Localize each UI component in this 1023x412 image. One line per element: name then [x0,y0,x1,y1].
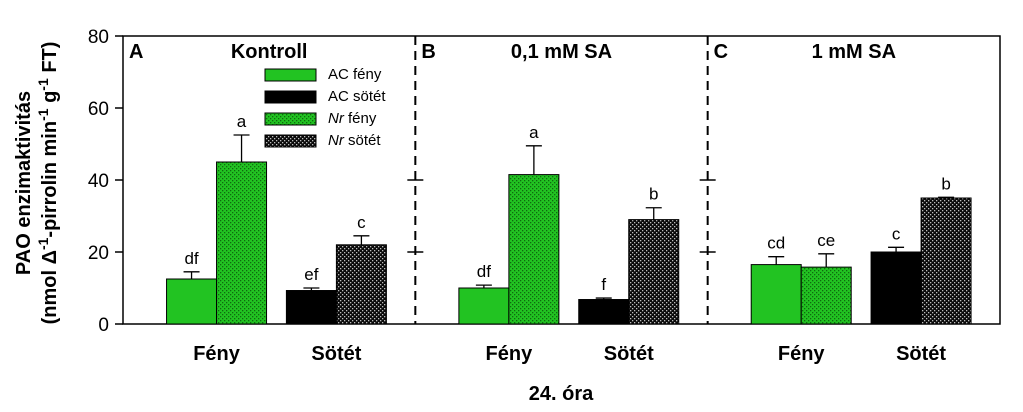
panel-title: 1 mM SA [812,41,896,63]
y-axis-title-line2: (nmol Δ-1-pirrolin min-1 g-1 FT) [35,42,61,325]
y-axis-title: PAO enzimaktivitás (nmol Δ-1-pirrolin mi… [13,42,61,325]
significance-label: c [357,213,366,232]
bar [920,197,972,325]
bar [870,251,922,325]
legend-swatch [264,134,317,148]
legend-label: AC fény [328,66,382,83]
x-category-label: Sötét [311,343,361,365]
legend-label: AC sötét [328,88,386,105]
significance-label: a [529,123,539,142]
x-axis-title: 24. óra [529,383,594,405]
significance-label: ef [304,265,318,284]
panel-letter: C [714,41,728,63]
bar [750,264,802,325]
legend-label: Nr sötét [328,132,381,149]
panel-letter: A [129,41,143,63]
bar [166,278,218,325]
bar [800,266,852,325]
legend-label: Nr fény [328,110,377,127]
significance-label: df [184,249,198,268]
y-tick-label: 0 [98,315,109,336]
significance-label: a [237,112,247,131]
bars: df a ef c df a f b cd ce c b [166,112,972,325]
x-category-label: Fény [778,343,826,365]
x-category-label: Sötét [604,343,654,365]
bar [335,244,387,325]
significance-label: cd [767,234,785,253]
panel-letter: B [421,41,435,63]
legend: AC fény AC sötét Nr fény Nr sötét [264,66,386,149]
significance-label: f [601,275,606,294]
significance-label: ce [817,231,835,250]
bar [285,290,337,325]
y-axis-ticks: 0 20 40 60 80 [88,27,123,336]
bar [578,299,630,325]
legend-swatch [264,68,317,82]
x-category-label: Sötét [896,343,946,365]
panel-dividers [407,36,716,324]
y-axis-title-line1: PAO enzimaktivitás [13,91,35,275]
y-tick-label: 40 [88,171,109,192]
significance-label: b [649,185,658,204]
y-tick-label: 60 [88,99,109,120]
panel-labels: A Kontroll Fény Sötét B 0,1 mM SA Fény Sötét C 1 … [129,41,946,365]
significance-label: b [941,174,950,193]
legend-swatch [264,90,317,104]
bar [628,219,680,325]
panel-title: Kontroll [231,41,308,63]
panel-title: 0,1 mM SA [511,41,612,63]
x-category-label: Fény [193,343,241,365]
bar [458,287,510,325]
significance-label: df [477,262,491,281]
legend-swatch [264,112,317,126]
x-category-label: Fény [486,343,534,365]
significance-label: c [892,224,901,243]
y-tick-label: 80 [88,27,109,48]
bar [508,174,560,325]
y-tick-label: 20 [88,243,109,264]
bar [216,161,268,325]
